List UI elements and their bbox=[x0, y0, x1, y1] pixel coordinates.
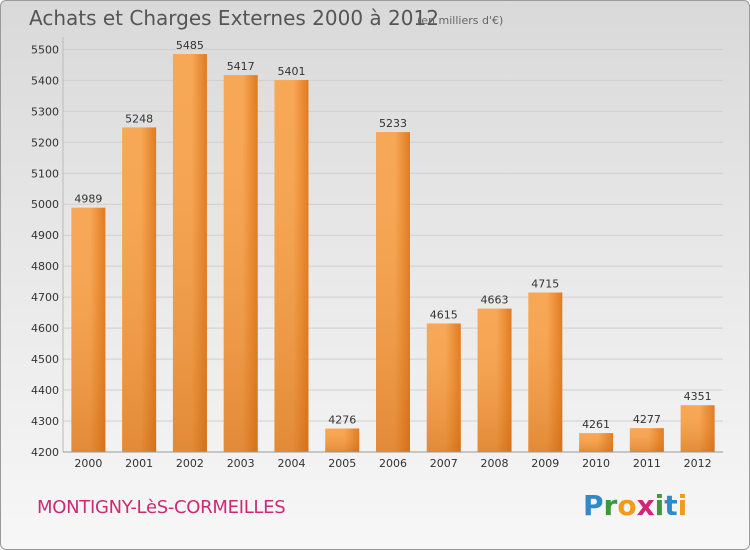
bar-shade bbox=[71, 207, 106, 452]
y-tick-label: 4600 bbox=[31, 322, 59, 335]
x-tick-label: 2009 bbox=[531, 457, 559, 470]
x-tick-label: 2001 bbox=[125, 457, 153, 470]
bar-shade bbox=[325, 428, 360, 452]
bar-shade bbox=[426, 323, 461, 452]
proxiti-logo: Proxiti bbox=[583, 489, 687, 522]
data-label: 5233 bbox=[379, 117, 407, 130]
y-tick-label: 5100 bbox=[31, 167, 59, 180]
logo-letter: P bbox=[583, 489, 604, 522]
city-name: MONTIGNY-LèS-CORMEILLES bbox=[37, 497, 286, 518]
y-tick-label: 4400 bbox=[31, 384, 59, 397]
data-label: 4663 bbox=[481, 294, 509, 307]
data-label: 5248 bbox=[125, 112, 153, 125]
bar-shade bbox=[477, 308, 512, 452]
data-label: 4351 bbox=[684, 390, 712, 403]
x-tick-label: 2007 bbox=[430, 457, 458, 470]
bar-shade bbox=[629, 428, 664, 452]
logo-letter: o bbox=[617, 489, 637, 522]
x-tick-label: 2003 bbox=[227, 457, 255, 470]
data-label: 5485 bbox=[176, 39, 204, 52]
x-tick-label: 2004 bbox=[277, 457, 305, 470]
y-tick-label: 5300 bbox=[31, 105, 59, 118]
bar-shade bbox=[528, 292, 563, 452]
chart-subtitle: (en milliers d'€) bbox=[417, 14, 504, 27]
y-tick-label: 4700 bbox=[31, 291, 59, 304]
logo-letter: i bbox=[677, 489, 688, 522]
data-label: 4261 bbox=[582, 418, 610, 431]
y-tick-label: 5000 bbox=[31, 198, 59, 211]
chart-title: Achats et Charges Externes 2000 à 2012 bbox=[29, 6, 439, 30]
y-tick-label: 4300 bbox=[31, 415, 59, 428]
bar-shade bbox=[376, 132, 410, 452]
bar-shade bbox=[274, 80, 309, 452]
bar-shade bbox=[172, 54, 207, 453]
x-tick-label: 2006 bbox=[379, 457, 407, 470]
logo-letter: x bbox=[636, 489, 655, 522]
y-tick-label: 5500 bbox=[31, 43, 59, 56]
bar-shade bbox=[223, 75, 258, 452]
data-label: 4276 bbox=[328, 413, 356, 426]
bar-shade bbox=[680, 405, 715, 452]
data-label: 4615 bbox=[430, 308, 458, 321]
x-tick-label: 2011 bbox=[633, 457, 661, 470]
bar-shade bbox=[122, 127, 157, 453]
x-tick-label: 2008 bbox=[481, 457, 509, 470]
data-label: 4715 bbox=[531, 278, 559, 291]
y-tick-label: 4200 bbox=[31, 446, 59, 459]
data-label: 5401 bbox=[277, 65, 305, 78]
y-tick-label: 4500 bbox=[31, 353, 59, 366]
x-tick-label: 2012 bbox=[684, 457, 712, 470]
data-label: 4277 bbox=[633, 413, 661, 426]
x-tick-label: 2000 bbox=[74, 457, 102, 470]
bar-shade bbox=[579, 433, 614, 452]
data-label: 4989 bbox=[74, 193, 102, 206]
y-tick-label: 4800 bbox=[31, 260, 59, 273]
x-tick-label: 2002 bbox=[176, 457, 204, 470]
logo-letter: r bbox=[603, 489, 618, 522]
logo-letter: i bbox=[654, 489, 665, 522]
y-tick-label: 4900 bbox=[31, 229, 59, 242]
y-tick-label: 5400 bbox=[31, 74, 59, 87]
x-tick-label: 2005 bbox=[328, 457, 356, 470]
logo-letter: t bbox=[664, 489, 678, 522]
y-tick-label: 5200 bbox=[31, 136, 59, 149]
data-label: 5417 bbox=[227, 60, 255, 73]
x-tick-label: 2010 bbox=[582, 457, 610, 470]
